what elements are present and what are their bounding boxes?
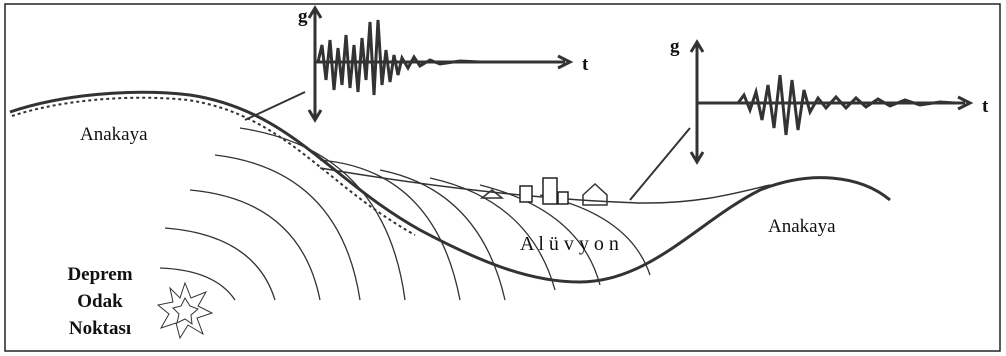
focus-label: Deprem <box>67 264 132 285</box>
diagram: g t g t Anakaya Anakaya A l ü v y o n De… <box>0 0 1006 356</box>
rock-label: Anakaya <box>80 124 148 145</box>
focus-label: Odak <box>77 291 123 312</box>
alluvium-label: A l ü v y o n <box>520 233 619 255</box>
axis-label: g <box>298 6 308 27</box>
frame <box>5 4 1000 351</box>
focus-label: Noktası <box>69 318 131 339</box>
axis-label: g <box>670 36 680 57</box>
axis-label: t <box>582 54 589 75</box>
axis-label: t <box>982 96 989 117</box>
rock-label: Anakaya <box>768 216 836 237</box>
